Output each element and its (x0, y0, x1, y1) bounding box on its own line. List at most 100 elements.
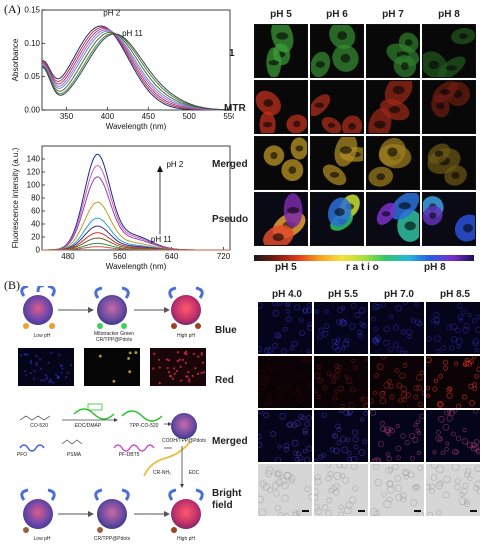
cell-ring (446, 415, 453, 422)
cell-ring (335, 464, 344, 469)
cell-ring (350, 455, 358, 462)
cell-ring (314, 309, 319, 314)
cell-ring (376, 363, 384, 371)
cell-nucleus (262, 121, 273, 128)
cell-ring (454, 449, 459, 455)
scheme-image-dot (158, 366, 161, 369)
cell-ring (396, 455, 401, 460)
scheme-image-dot (54, 373, 58, 376)
cell-ring (372, 464, 380, 470)
cell-ring (416, 385, 423, 391)
panel-a-label: (A) (4, 2, 21, 16)
cell-ring (296, 396, 304, 404)
cell-ring (416, 511, 424, 516)
cell-ring (415, 419, 421, 425)
cell-ring (402, 397, 407, 403)
cell-ring (380, 356, 387, 360)
cell-ring (363, 403, 368, 408)
cell-ring (358, 449, 366, 456)
scheme-image-dot (58, 353, 61, 356)
cell-nucleus (340, 53, 351, 63)
row-label-pseudo: Pseudo (212, 214, 249, 225)
cell-ring (258, 495, 265, 504)
cell-ring (264, 397, 271, 405)
cell-ring (266, 356, 272, 360)
panel-a-cell (310, 136, 364, 190)
cell-nucleus (348, 122, 356, 130)
scheme-image-dot (184, 350, 188, 353)
cell-ring (388, 427, 393, 432)
cell-ring (326, 497, 333, 504)
cell-ring (427, 511, 433, 516)
cell-ring (450, 323, 458, 330)
cell-ring (383, 426, 391, 433)
cell-ring (433, 378, 438, 383)
header-ph5: pH 5 (270, 9, 292, 20)
cell-ring (400, 391, 408, 399)
cell-ring (304, 456, 311, 462)
cell-ring (409, 432, 416, 439)
series-line (42, 165, 230, 251)
cell-ring (462, 427, 467, 433)
panel-b-cell (258, 356, 312, 408)
scheme-image-dot (47, 361, 50, 365)
cell-ring (440, 450, 446, 456)
panel-a-cell (422, 136, 476, 190)
scheme-edc-dmap: EDC/DMAP (74, 423, 102, 429)
cell-ring (375, 303, 381, 310)
scheme-image-dot (57, 376, 61, 379)
cell-ring (394, 484, 403, 492)
cell-ring (469, 400, 476, 407)
series-line (42, 201, 230, 251)
scheme-image-dot (29, 372, 32, 375)
cell-ring (472, 386, 478, 391)
cell-ring (316, 394, 321, 400)
cell-ring (443, 365, 448, 371)
cell-ring (344, 374, 349, 379)
cell-ring (353, 444, 359, 450)
scale-bar (358, 510, 365, 512)
cell-ring (340, 404, 345, 408)
row-label-bright-field: Bright field (212, 488, 242, 511)
scheme-image-dot (65, 375, 68, 379)
cell-nucleus (459, 33, 468, 40)
x-axis-label: Wavelength (nm) (106, 122, 167, 131)
panel-a-cell (254, 136, 308, 190)
cell-ring (316, 364, 322, 370)
cell-ring (261, 379, 268, 386)
cell-ring (400, 496, 407, 503)
cell-ring (352, 485, 359, 492)
scheme-image-dot (98, 354, 102, 358)
scale-bar (414, 510, 421, 512)
cell-ring (345, 437, 351, 443)
cell-ring (347, 451, 352, 456)
cell-ring (464, 471, 471, 478)
absorbance-plot-area: 350 400 450 500 550 0.00 0.05 0.10 0.15 Wavelengt… (11, 6, 234, 131)
cell-ring (345, 501, 353, 510)
cell-ring (381, 492, 387, 498)
cell-ring (454, 361, 459, 366)
cell-ring (394, 368, 400, 374)
cell-ring (406, 328, 413, 336)
row-label-mtr: MTR (224, 103, 246, 114)
cell-ring (322, 330, 329, 337)
cell-ring (454, 327, 461, 334)
cell-ring (294, 456, 301, 462)
cell-ring (314, 503, 320, 512)
cell-ring (456, 303, 463, 309)
cell-ring (474, 480, 480, 488)
header-ph4: pH 4.0 (271, 289, 302, 300)
panel-b-cell (426, 356, 480, 408)
cell-ring (436, 400, 444, 408)
cell-ring (472, 356, 477, 360)
scheme-image-dot (51, 381, 55, 384)
cell-ring (430, 318, 436, 324)
cell-ring (383, 382, 391, 389)
cell-ring (446, 324, 452, 331)
cell-ring (415, 374, 423, 381)
cell-ring (281, 494, 289, 503)
cell-nucleus (436, 102, 445, 109)
cell-ring (285, 383, 291, 389)
cell-ring (350, 302, 357, 309)
cell-ring (332, 433, 339, 439)
